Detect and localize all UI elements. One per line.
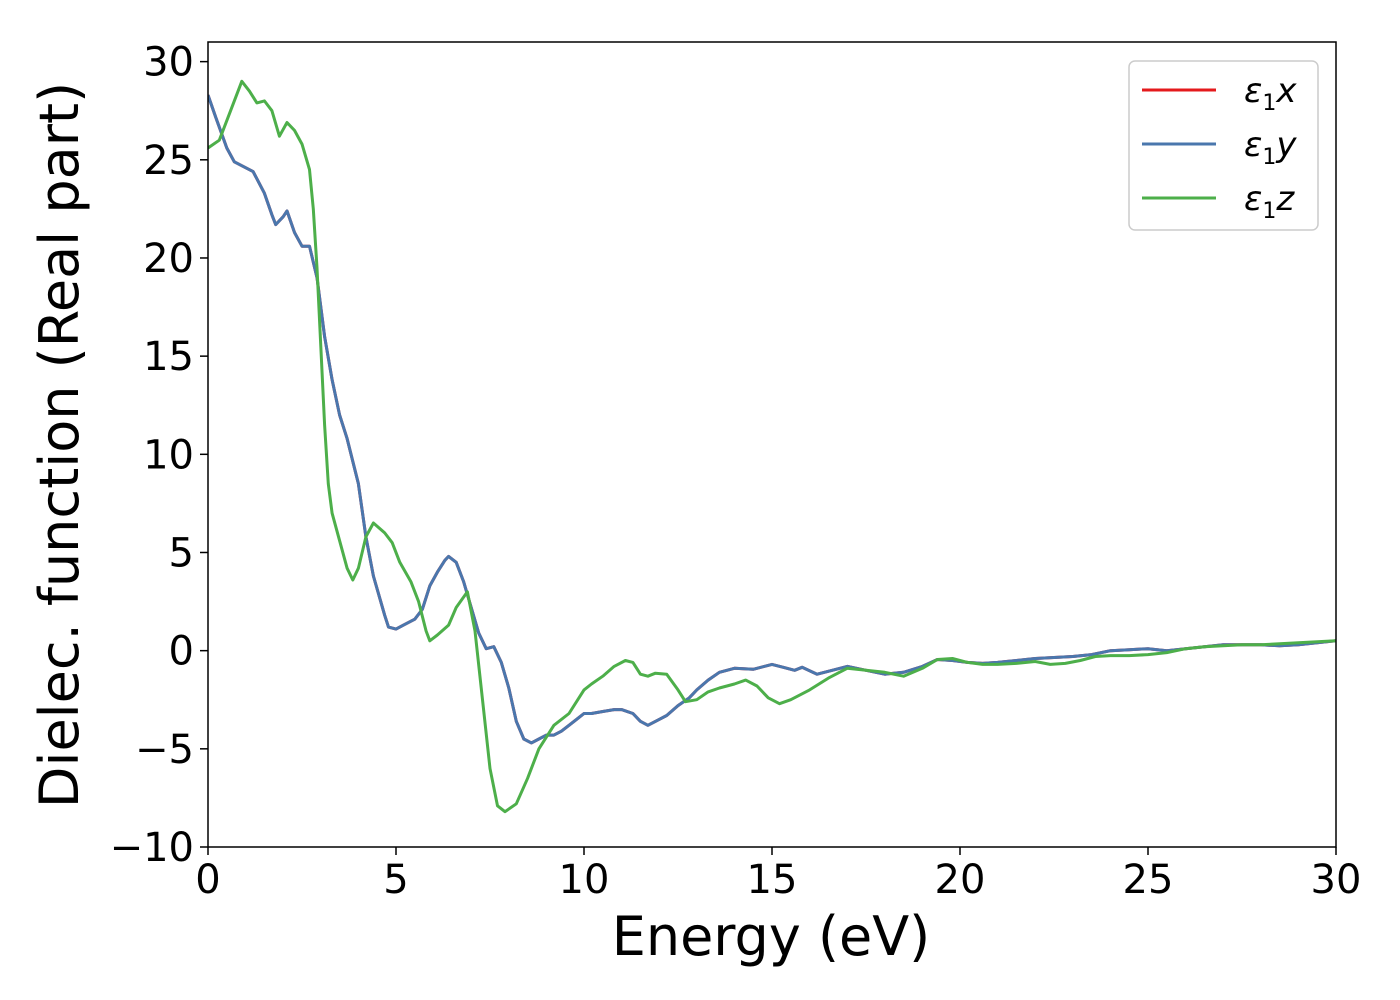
y-axis: −10 −5 0 5 10 15 20 25 30 (110, 40, 208, 871)
legend-box (1128, 60, 1319, 231)
x-tick-label: 10 (559, 857, 610, 903)
y-tick-label: 25 (143, 138, 194, 184)
x-tick-label: 30 (1311, 857, 1362, 903)
legend-subscript: 1 (1262, 145, 1276, 170)
y-tick-label: 10 (143, 432, 194, 478)
y-tick-label: −5 (135, 727, 194, 773)
x-tick-label: 5 (383, 857, 408, 903)
y-tick-label: 15 (143, 334, 194, 380)
y-tick-label: 0 (169, 629, 194, 675)
y-tick-label: −10 (110, 825, 194, 871)
x-axis: 0 5 10 15 20 25 30 (195, 847, 1361, 903)
legend-suffix: y (1275, 125, 1297, 165)
legend-subscript: 1 (1262, 91, 1276, 116)
x-tick-label: 0 (195, 857, 220, 903)
legend-subscript: 1 (1262, 199, 1276, 224)
y-tick-label: 30 (143, 40, 194, 86)
legend-symbol: ε (1244, 179, 1262, 219)
y-tick-label: 20 (143, 236, 194, 282)
series-layer (208, 79, 1336, 814)
y-axis-label: Dielec. function (Real part) (28, 82, 91, 808)
legend-symbol: ε (1244, 71, 1262, 111)
legend-label-y: ε1y (1244, 125, 1297, 170)
series-line-y (208, 94, 1336, 745)
legend-suffix: x (1275, 71, 1297, 111)
legend-label-z: ε1z (1244, 179, 1295, 224)
y-tick-label: 5 (169, 530, 194, 576)
legend-label-x: ε1x (1244, 71, 1297, 116)
x-tick-label: 20 (935, 857, 986, 903)
legend-suffix: z (1275, 179, 1295, 219)
x-tick-label: 15 (747, 857, 798, 903)
x-axis-label: Energy (eV) (612, 905, 931, 968)
series-line-z (208, 79, 1336, 814)
legend-symbol: ε (1244, 125, 1262, 165)
x-tick-label: 25 (1123, 857, 1174, 903)
